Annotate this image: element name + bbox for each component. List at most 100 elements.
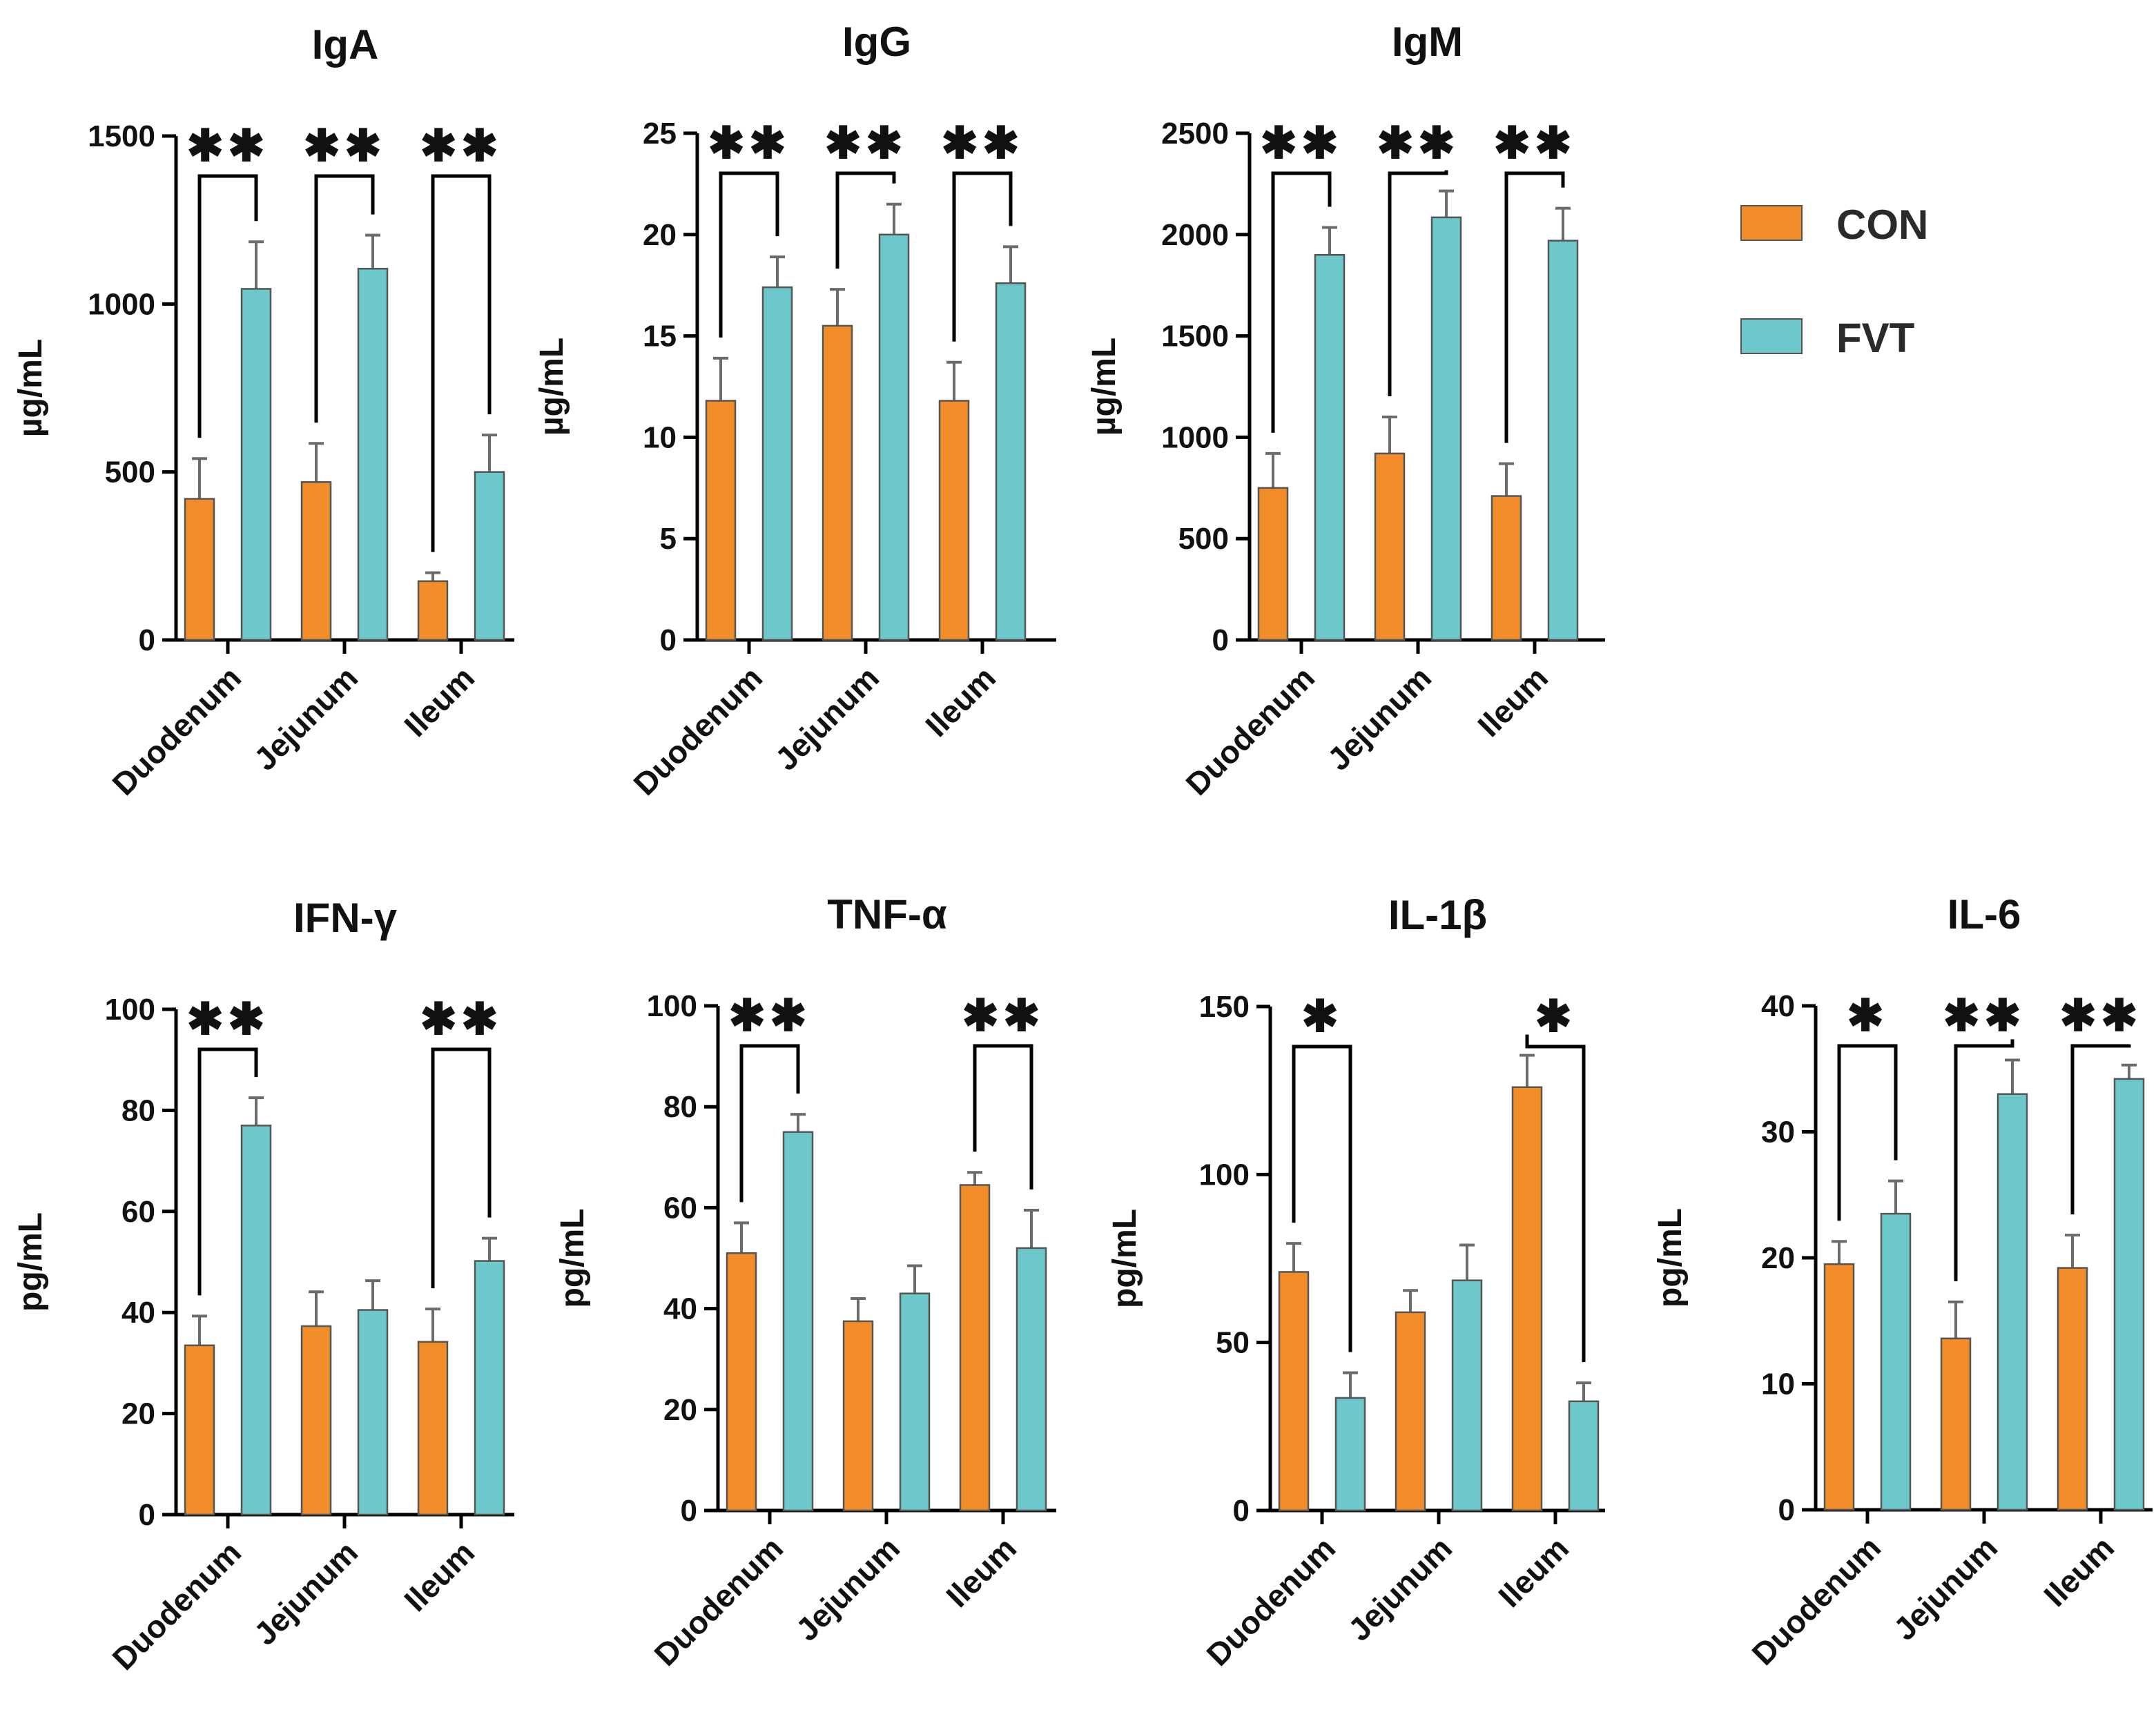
significance-bracket — [314, 174, 375, 423]
panel-tnf-: TNF-α pg/mL 0 20 40 60 80 100 Duodenum ✱✱ Jejunum I… — [554, 891, 1056, 1673]
y-tick-label: 20 — [663, 1393, 697, 1427]
y-tick-label: 5 — [660, 522, 677, 556]
x-tick-label: Duodenum — [105, 1534, 248, 1677]
y-axis-label: µg/mL — [12, 339, 49, 437]
con-bar — [300, 1325, 332, 1516]
y-tick-label: 1000 — [88, 287, 155, 321]
significance-bracket — [1504, 171, 1565, 443]
x-tick-label: Ileum — [2037, 1529, 2121, 1613]
y-axis-label: µg/mL — [1086, 338, 1123, 436]
x-tick-label: Duodenum — [626, 659, 769, 802]
legend-swatch-fvt — [1740, 318, 1803, 354]
y-tick-label: 40 — [663, 1292, 697, 1326]
significance-label: ✱✱ — [941, 118, 1023, 168]
con-bar — [1278, 1271, 1310, 1512]
y-tick-label: 60 — [663, 1191, 697, 1225]
significance-label: ✱✱ — [1377, 118, 1459, 168]
y-tick-label: 100 — [647, 989, 697, 1023]
significance-bracket — [431, 174, 492, 552]
fvt-bar — [474, 1260, 505, 1516]
y-tick-label: 40 — [122, 1296, 155, 1330]
fvt-bar — [1547, 240, 1579, 641]
significance-label: ✱✱ — [708, 118, 790, 168]
x-tick-label: Jejunum — [789, 1530, 907, 1648]
y-tick-label: 500 — [105, 456, 155, 489]
fvt-bar — [357, 1309, 389, 1516]
y-tick-label: 1000 — [1161, 420, 1229, 454]
con-bar — [184, 498, 215, 641]
significance-bracket — [197, 1047, 258, 1296]
x-tick-label: Jejunum — [1887, 1529, 2005, 1647]
panel-il-1-: IL-1β pg/mL 0 50 100 150 Duodenum ✱ Jejunum Ileum… — [1107, 892, 1605, 1673]
significance-bracket — [1388, 170, 1448, 397]
legend-swatch-con — [1740, 205, 1803, 241]
y-tick-label: 10 — [1761, 1368, 1795, 1401]
panel-title: IgA — [312, 21, 379, 68]
significance-bracket — [1525, 1034, 1586, 1363]
significance-label: ✱✱ — [420, 994, 502, 1044]
y-tick-label: 0 — [1778, 1493, 1795, 1527]
con-bar — [300, 481, 332, 641]
y-axis-label: pg/mL — [1107, 1209, 1143, 1308]
fvt-bar — [1430, 216, 1462, 641]
fvt-bar — [357, 267, 389, 641]
fvt-bar — [899, 1292, 931, 1512]
significance-bracket — [1292, 1045, 1352, 1352]
y-tick-label: 0 — [1233, 1494, 1250, 1528]
fvt-bar — [995, 282, 1027, 641]
y-tick-label: 25 — [643, 117, 677, 150]
con-bar — [959, 1184, 991, 1512]
y-tick-label: 1500 — [88, 119, 155, 153]
significance-label: ✱✱ — [1493, 118, 1575, 168]
con-bar — [1490, 495, 1522, 641]
y-tick-label: 2500 — [1161, 117, 1229, 150]
fvt-bar — [761, 286, 793, 641]
fvt-bar — [2113, 1078, 2145, 1511]
significance-bracket — [431, 1047, 492, 1289]
y-axis-label: pg/mL — [1652, 1208, 1689, 1308]
panel-title: IL-1β — [1388, 892, 1487, 938]
con-bar — [1257, 487, 1289, 641]
significance-label: ✱✱ — [1943, 991, 2025, 1040]
x-tick-label: Ileum — [918, 659, 1002, 744]
y-tick-label: 2000 — [1161, 218, 1229, 252]
panel-igm: IgM µg/mL 0 500 1000 1500 2000 2500 Duodenum ✱✱ Je… — [1086, 19, 1605, 802]
y-tick-label: 20 — [643, 218, 677, 252]
x-tick-label: Duodenum — [647, 1530, 790, 1673]
y-tick-label: 0 — [139, 1498, 155, 1532]
con-bar — [2057, 1267, 2088, 1511]
panel-title: IgG — [842, 19, 911, 65]
con-bar — [1395, 1311, 1426, 1512]
y-tick-label: 0 — [1212, 623, 1229, 657]
y-tick-label: 20 — [122, 1397, 155, 1431]
x-tick-label: Jejunum — [1321, 659, 1439, 777]
y-tick-label: 15 — [643, 320, 677, 353]
y-tick-label: 30 — [1761, 1116, 1795, 1149]
panel-ifn-: IFN-γ pg/mL 0 20 40 60 80 100 Duodenum ✱✱ Jejunum I… — [12, 895, 514, 1677]
fvt-bar — [1314, 253, 1346, 641]
legend: CON FVT — [1740, 202, 1928, 361]
y-tick-label: 80 — [663, 1090, 697, 1124]
y-tick-label: 20 — [1761, 1241, 1795, 1275]
y-tick-label: 150 — [1199, 990, 1250, 1024]
panel-title: IL-6 — [1948, 891, 2021, 937]
y-tick-label: 60 — [122, 1195, 155, 1229]
significance-bracket — [197, 174, 258, 438]
significance-bracket — [835, 171, 896, 269]
y-tick-label: 0 — [139, 623, 155, 657]
significance-label: ✱✱ — [303, 121, 385, 171]
significance-bracket — [973, 1044, 1033, 1190]
x-tick-label: Duodenum — [1745, 1529, 1887, 1672]
x-tick-label: Jejunum — [1341, 1530, 1459, 1648]
x-tick-label: Duodenum — [105, 659, 248, 802]
y-axis-label: pg/mL — [12, 1212, 49, 1312]
significance-bracket — [2070, 1044, 2131, 1215]
significance-label: ✱✱ — [728, 991, 810, 1040]
fvt-bar — [474, 471, 505, 641]
con-bar — [1374, 452, 1406, 641]
x-tick-label: Jejunum — [247, 1534, 365, 1652]
y-tick-label: 0 — [681, 1494, 697, 1528]
significance-bracket — [719, 171, 779, 338]
significance-label: ✱✱ — [2059, 991, 2142, 1040]
significance-label: ✱✱ — [824, 118, 906, 168]
